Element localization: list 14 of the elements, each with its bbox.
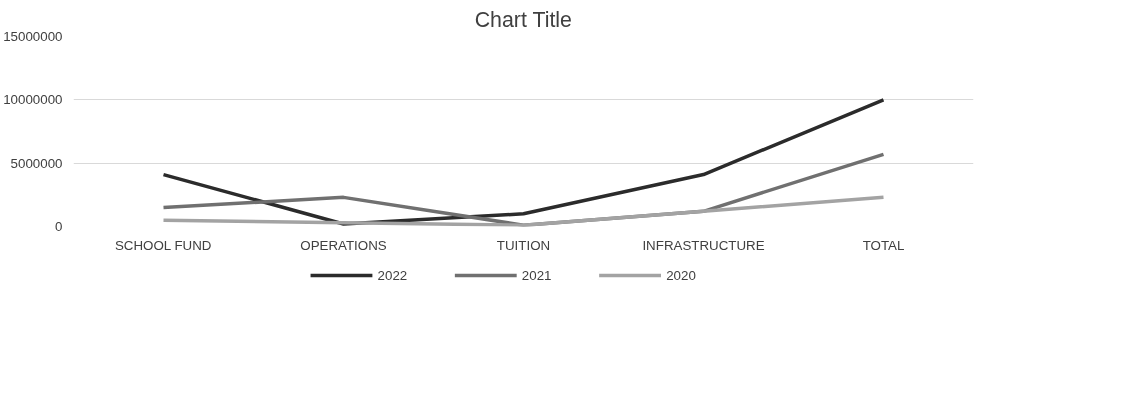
x-tick-label: TOTAL [862,237,905,253]
y-tick-label: 5000000 [10,155,63,171]
legend-label: 2022 [377,268,408,283]
y-tick-label: 0 [55,219,63,234]
y-tick-label: 15000000 [3,29,63,44]
x-tick-label: TUITION [496,237,551,253]
line-series [161,195,886,227]
x-tick-label: INFRASTRUCTURE [642,237,765,253]
x-tick-label: SCHOOL FUND [115,237,212,253]
legend-label: 2020 [666,268,696,283]
x-tick-label: OPERATIONS [300,237,387,253]
y-tick-label: 10000000 [3,92,63,108]
chart-title: Chart Title [474,7,572,32]
legend-label: 2021 [521,268,552,283]
